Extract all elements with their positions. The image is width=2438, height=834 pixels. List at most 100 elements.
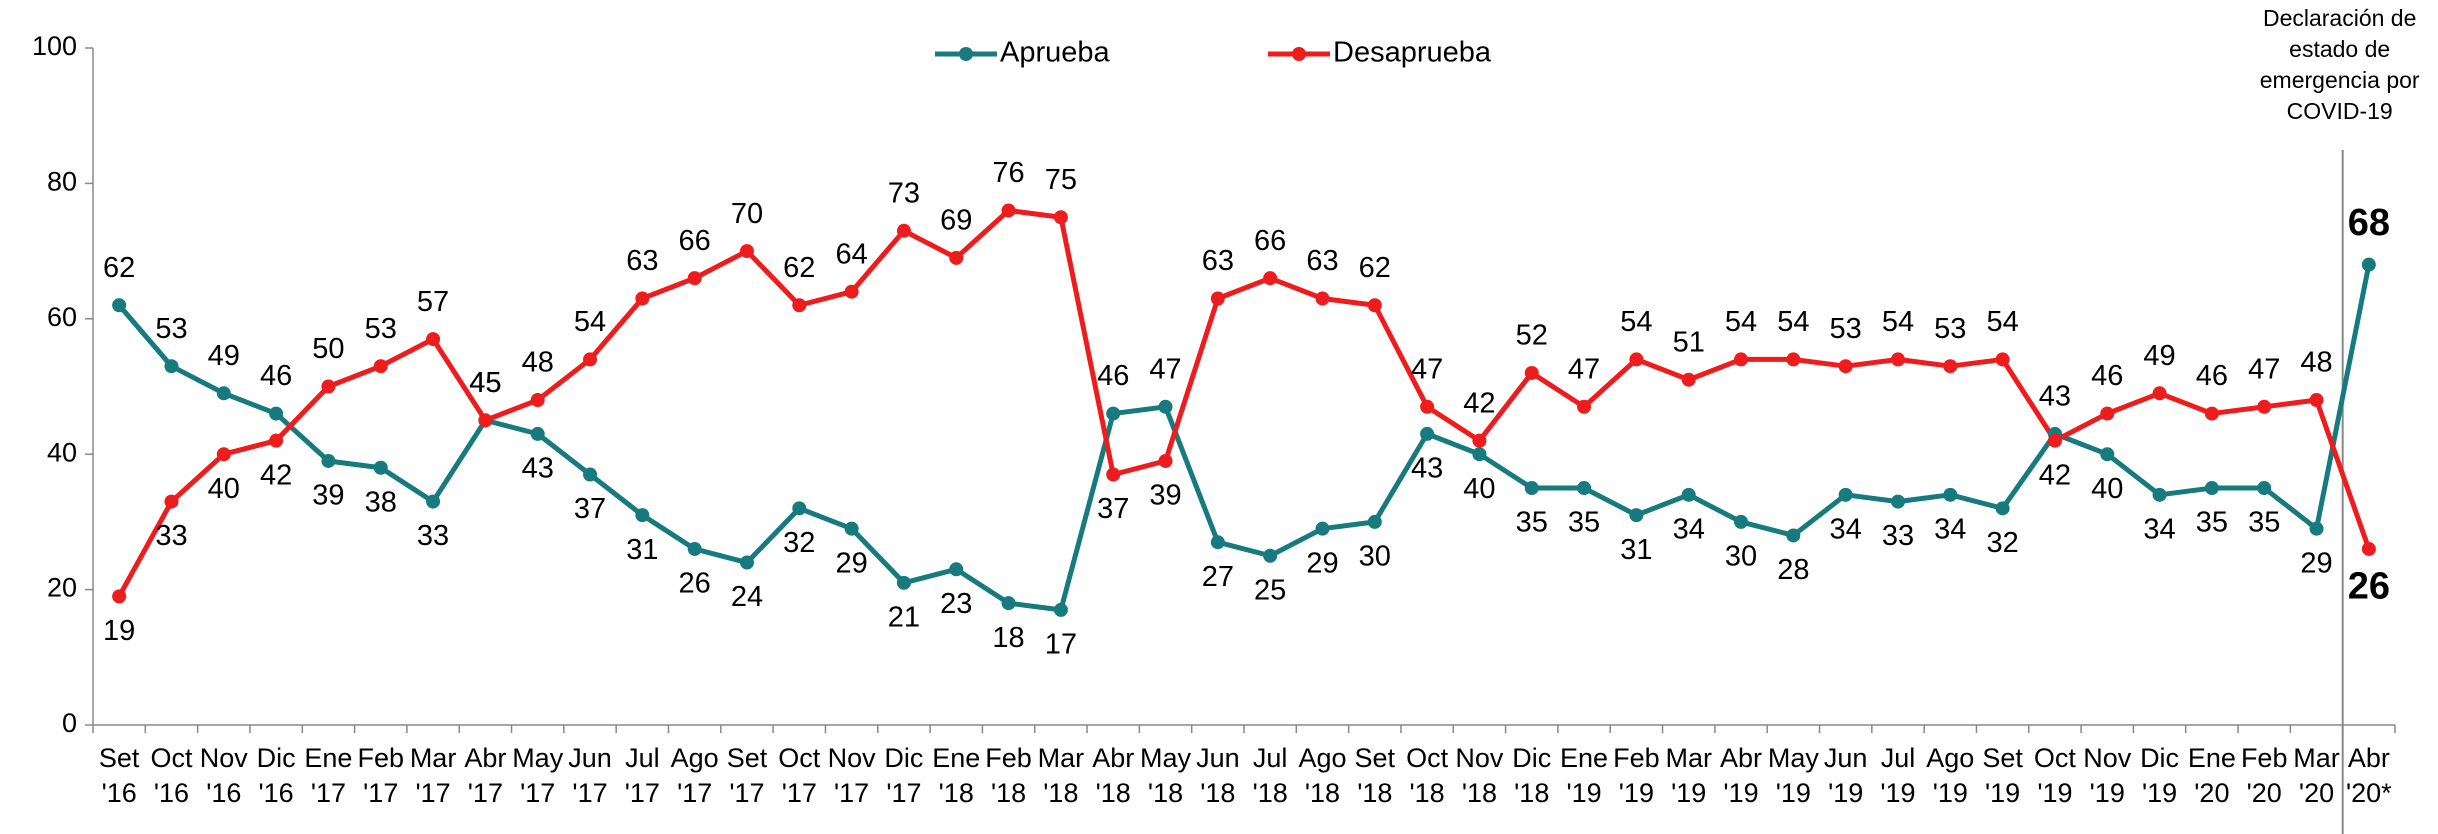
x-tick-label: '18 [1514, 778, 1549, 808]
point [1158, 453, 1173, 468]
x-tick-label: '17 [468, 778, 503, 808]
data-label: 63 [1202, 245, 1234, 277]
legend-marker [959, 47, 973, 61]
data-label: 51 [1673, 326, 1705, 358]
x-tick-label: '18 [1043, 778, 1078, 808]
x-tick-label: '19 [1933, 778, 1968, 808]
x-tick-label: '20* [2346, 778, 2392, 808]
point [687, 271, 702, 286]
point [583, 352, 598, 367]
point [1001, 596, 1016, 611]
x-tick-label: '17 [782, 778, 817, 808]
data-label: 73 [888, 177, 920, 209]
point [687, 541, 702, 556]
data-label: 57 [417, 286, 449, 318]
point [896, 223, 911, 238]
data-label: 46 [260, 360, 292, 392]
x-tick-label: Abr [1720, 743, 1762, 773]
point [739, 555, 754, 570]
x-tick-label: '17 [729, 778, 764, 808]
point [1577, 399, 1592, 414]
x-tick-label: '19 [2142, 778, 2177, 808]
x-tick-label: Jul [625, 743, 660, 773]
x-tick-label: '18 [1462, 778, 1497, 808]
point [1995, 352, 2010, 367]
data-label: 42 [1463, 387, 1495, 419]
point [2257, 481, 2272, 496]
annotation: emergencia por [2260, 67, 2420, 93]
x-tick-label: '18 [1305, 778, 1340, 808]
x-tick-label: Feb [2241, 743, 2288, 773]
point [792, 501, 807, 516]
data-label: 29 [2300, 547, 2332, 579]
x-tick-label: '18 [1357, 778, 1392, 808]
data-label: 42 [2039, 459, 2071, 491]
data-label: 52 [1516, 320, 1548, 352]
data-label: 29 [1306, 547, 1338, 579]
data-label: 70 [731, 198, 763, 230]
data-label: 42 [260, 459, 292, 491]
data-label: 47 [1411, 353, 1443, 385]
point [530, 426, 545, 441]
point [426, 332, 441, 347]
point [2204, 406, 2219, 421]
point [1786, 528, 1801, 543]
x-tick-label: '18 [991, 778, 1026, 808]
x-tick-label: '18 [1253, 778, 1288, 808]
x-tick-label: '19 [1985, 778, 2020, 808]
x-tick-label: Dic [884, 743, 923, 773]
point [1315, 521, 1330, 536]
data-label: 21 [888, 601, 920, 633]
point [1838, 359, 1853, 374]
data-label: 30 [1725, 541, 1757, 573]
point [1472, 433, 1487, 448]
point [373, 359, 388, 374]
x-tick-label: '20 [2247, 778, 2282, 808]
x-tick-label: Dic [257, 743, 296, 773]
data-label: 54 [1725, 306, 1757, 338]
data-label: 64 [835, 238, 867, 270]
x-tick-label: May [512, 743, 564, 773]
x-tick-label: Mar [1038, 743, 1085, 773]
data-label: 45 [469, 367, 501, 399]
data-label: 33 [155, 520, 187, 552]
data-label: 34 [2143, 513, 2175, 545]
data-label: 35 [1516, 507, 1548, 539]
data-label: 75 [1045, 164, 1077, 196]
x-tick-label: '17 [520, 778, 555, 808]
data-label: 31 [626, 534, 658, 566]
data-label: 18 [992, 622, 1024, 654]
data-label: 62 [103, 252, 135, 284]
y-tick-label: 100 [32, 31, 77, 61]
point [1524, 365, 1539, 380]
legend-label: Aprueba [1000, 37, 1111, 69]
point [2100, 447, 2115, 462]
point [583, 467, 598, 482]
point [2309, 521, 2324, 536]
series-line [116, 207, 2372, 598]
x-tick-label: May [1768, 743, 1820, 773]
data-label: 23 [940, 588, 972, 620]
data-label: 47 [2248, 353, 2280, 385]
point [1210, 535, 1225, 550]
data-label: 32 [783, 527, 815, 559]
data-label: 54 [1777, 306, 1809, 338]
data-label: 49 [2143, 340, 2175, 372]
data-label: 48 [2300, 347, 2332, 379]
data-label: 45 [469, 367, 501, 399]
point [373, 460, 388, 475]
point [1263, 548, 1278, 563]
x-tick-label: '18 [1410, 778, 1445, 808]
x-tick-label: Dic [1512, 743, 1551, 773]
x-tick-label: May [1140, 743, 1192, 773]
data-label: 43 [522, 453, 554, 485]
point [1890, 494, 1905, 509]
data-label: 54 [574, 306, 606, 338]
point [1420, 399, 1435, 414]
y-tick-label: 80 [47, 167, 77, 197]
data-label: 46 [2196, 360, 2228, 392]
point [1524, 481, 1539, 496]
x-tick-label: '17 [886, 778, 921, 808]
data-label: 54 [1620, 306, 1652, 338]
